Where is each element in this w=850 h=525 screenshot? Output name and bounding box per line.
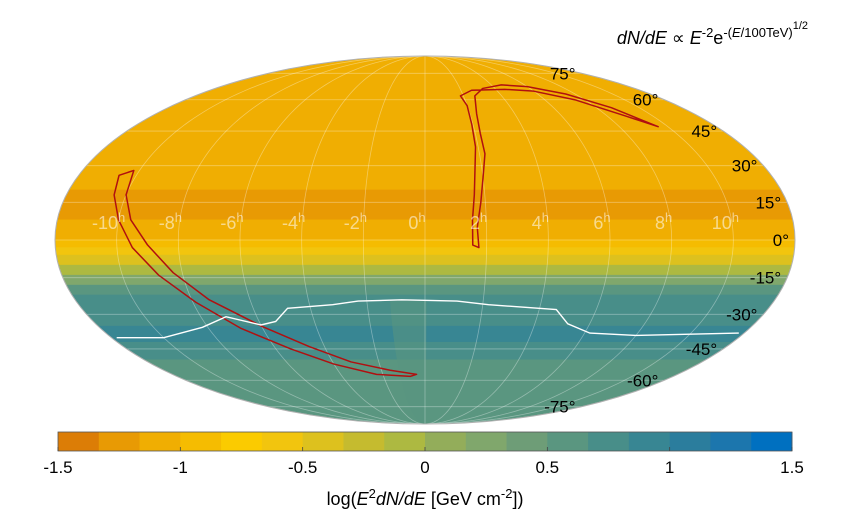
- colorbar-tick-label: 0.5: [536, 458, 560, 477]
- galactic-plane-contours: [113, 84, 659, 378]
- colorbar-tick-label: -0.5: [288, 458, 317, 477]
- dec-tick--30: -30°: [726, 305, 757, 324]
- south-patch-shape: [390, 299, 427, 424]
- dec-tick--60: -60°: [627, 371, 658, 390]
- galactic-contour-0: [459, 84, 659, 249]
- colorbar-swatch-1: [98, 432, 140, 451]
- colorbar-tick-label: -1: [173, 458, 188, 477]
- dec-tick-75: 75°: [550, 64, 576, 83]
- grid-ra-line: [177, 56, 426, 424]
- grid-ra-line: [362, 56, 426, 424]
- coordinate-grid: [55, 56, 795, 424]
- colorbar-tick-label: -1.5: [43, 458, 72, 477]
- colorbar-swatch-10: [465, 432, 507, 451]
- colorbar: -1.5 -1 -0.5 0 0.5 1 1.5 log(E2dN/dE [GeV cm-2…: [43, 431, 804, 510]
- grid-ra-line: [424, 56, 611, 424]
- south-region-patch: [390, 299, 427, 424]
- dec-tick--45: -45°: [686, 340, 717, 359]
- dec-band-13: [55, 284, 795, 296]
- dec-tick-15: 15°: [755, 193, 781, 212]
- dec-band-8: [55, 239, 795, 248]
- colorbar-swatch-11: [506, 432, 548, 451]
- dec-band-6: [55, 189, 795, 221]
- colorbar-tick-label: 1: [665, 458, 674, 477]
- dec-tick-45: 45°: [691, 122, 717, 141]
- dec-band-12: [55, 274, 795, 286]
- colorbar-swatch-12: [547, 432, 589, 451]
- colorbar-swatch-0: [58, 432, 100, 451]
- dec-band-11: [55, 264, 795, 276]
- chart-title: dN/dE ∝ E-2e-(E/100TeV)1/2: [617, 20, 808, 48]
- colorbar-swatch-8: [384, 432, 426, 451]
- colorbar-swatch-16: [710, 432, 752, 451]
- dec-band-2: [55, 99, 795, 121]
- dec-tick--75: -75°: [544, 398, 575, 417]
- dec-band-4: [55, 142, 795, 166]
- colorbar-swatch-2: [139, 432, 181, 451]
- colorbar-swatches: [58, 432, 793, 451]
- colorbar-swatch-6: [302, 432, 344, 451]
- colorbar-swatch-7: [343, 432, 385, 451]
- colorbar-tick-label: 0: [420, 458, 429, 477]
- colorbar-swatch-15: [669, 432, 711, 451]
- colorbar-swatch-17: [751, 432, 793, 451]
- colorbar-swatch-4: [221, 432, 263, 451]
- colorbar-tick-labels: -1.5 -1 -0.5 0 0.5 1 1.5: [43, 447, 804, 477]
- colorbar-swatch-14: [628, 432, 671, 451]
- colorbar-swatch-9: [425, 432, 467, 451]
- dec-band-7: [55, 219, 795, 241]
- grid-ra-line: [424, 56, 549, 424]
- grid-ra-line: [424, 56, 734, 424]
- grid-ra-line: [301, 56, 426, 424]
- colorbar-swatch-3: [180, 432, 222, 451]
- dec-band-5: [55, 165, 795, 191]
- dec-tick-labels: 75° 60° 45° 30° 15° 0° -15° -30° -45° -60° -75°: [544, 64, 789, 416]
- dec-band-3: [55, 119, 795, 143]
- grid-ra-line: [116, 56, 426, 424]
- grid-ra-line: [239, 56, 426, 424]
- dec-band-1: [55, 77, 795, 101]
- colorbar-swatch-5: [261, 432, 304, 451]
- coverage-boundary-line: [116, 299, 739, 339]
- dec-tick--15: -15°: [750, 269, 781, 288]
- coverage-boundary: [116, 299, 739, 339]
- colorbar-swatch-13: [588, 432, 630, 451]
- dec-tick-30: 30°: [732, 157, 758, 176]
- ra-tick--10: -10h: [92, 210, 125, 234]
- dec-tick-0: 0°: [773, 231, 789, 250]
- dec-band-10: [55, 254, 795, 266]
- colorbar-label: log(E2dN/dE [GeV cm-2]): [327, 486, 524, 510]
- dec-band-9: [55, 247, 795, 256]
- grid-ra-line: [424, 56, 488, 424]
- dec-tick-60: 60°: [633, 91, 659, 110]
- galactic-contour-1: [113, 169, 418, 378]
- map-outline: [54, 55, 796, 425]
- colorbar-tick-label: 1.5: [780, 458, 804, 477]
